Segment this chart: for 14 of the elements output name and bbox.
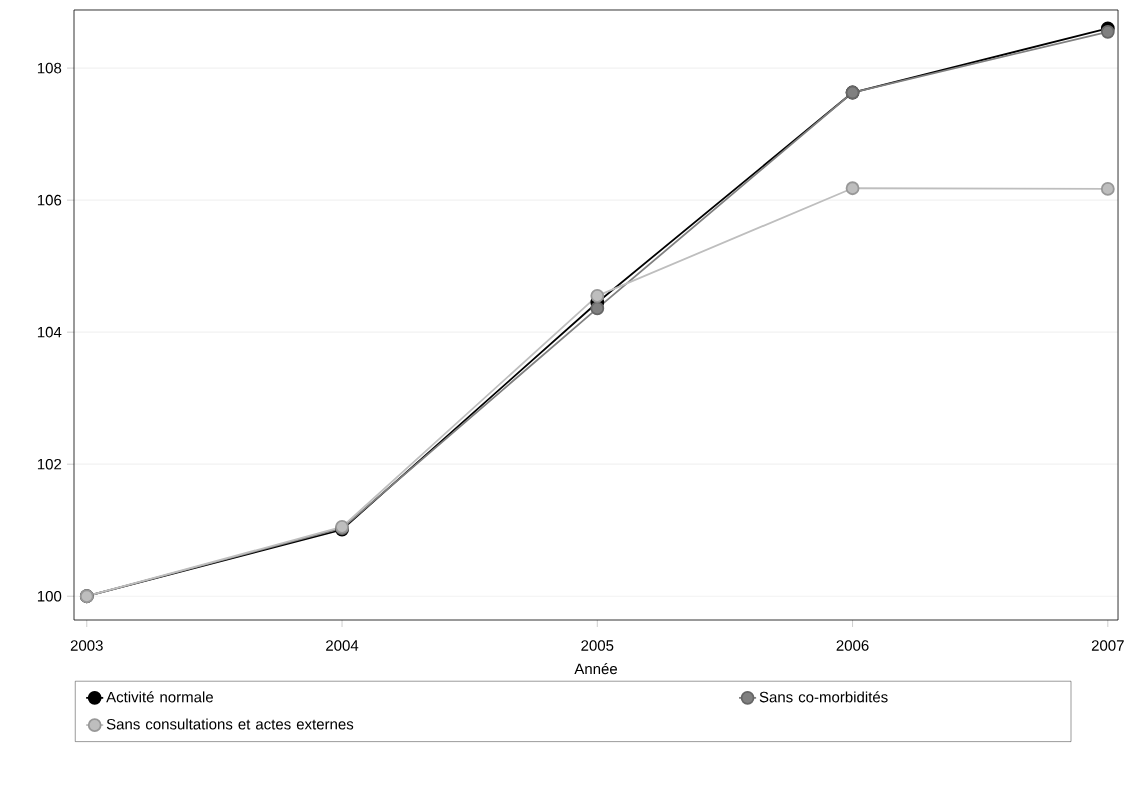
y-tick-label: 104 (37, 326, 62, 338)
x-axis-title: Année (574, 663, 618, 675)
x-tick-label: 2007 (1091, 640, 1124, 651)
legend-label: Activité normale (106, 691, 213, 703)
x-tick-label: 2004 (326, 640, 359, 651)
x-tick-label: 2006 (836, 640, 869, 651)
y-tick-label: 108 (37, 62, 62, 74)
x-tick-label: 2005 (581, 640, 614, 651)
y-tick-label: 100 (37, 590, 62, 602)
y-tick-label: 106 (37, 194, 62, 206)
legend-label: Sans consultations et actes externes (106, 718, 354, 730)
x-tick-label: 2003 (70, 640, 103, 651)
y-tick-label: 102 (37, 458, 62, 470)
legend-label: Sans co-morbidités (759, 691, 888, 703)
